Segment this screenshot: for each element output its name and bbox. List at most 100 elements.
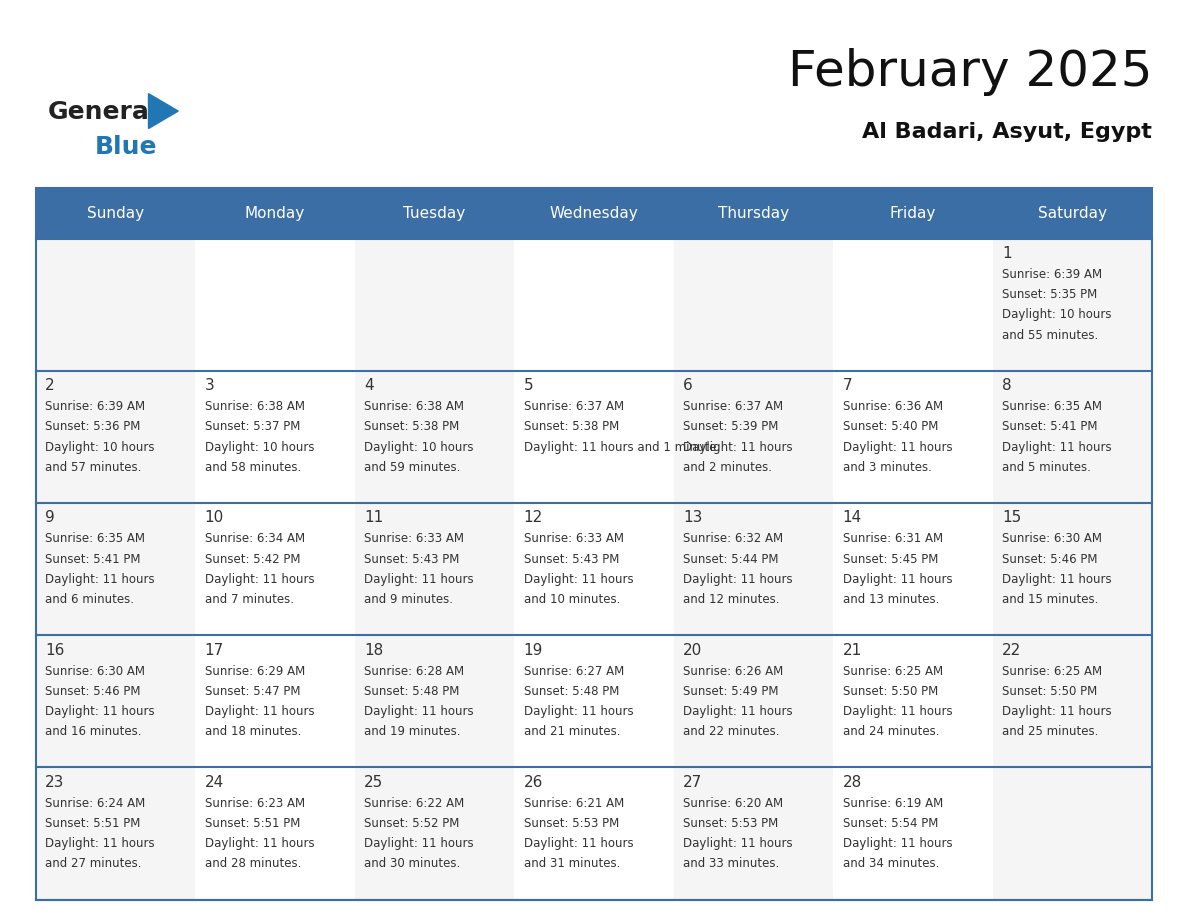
Text: Tuesday: Tuesday	[404, 206, 466, 221]
Text: and 55 minutes.: and 55 minutes.	[1003, 329, 1099, 341]
Text: 25: 25	[365, 775, 384, 789]
Text: Daylight: 11 hours: Daylight: 11 hours	[365, 705, 474, 718]
FancyBboxPatch shape	[36, 239, 195, 371]
Text: Sunset: 5:52 PM: Sunset: 5:52 PM	[365, 817, 460, 830]
Text: Sunset: 5:38 PM: Sunset: 5:38 PM	[524, 420, 619, 433]
Text: 3: 3	[204, 378, 214, 393]
Text: and 16 minutes.: and 16 minutes.	[45, 725, 141, 738]
Text: Daylight: 11 hours: Daylight: 11 hours	[45, 573, 154, 586]
Text: Sunday: Sunday	[87, 206, 144, 221]
FancyBboxPatch shape	[993, 371, 1152, 503]
Text: and 30 minutes.: and 30 minutes.	[365, 857, 461, 870]
FancyBboxPatch shape	[195, 767, 355, 900]
FancyBboxPatch shape	[36, 767, 195, 900]
Text: and 33 minutes.: and 33 minutes.	[683, 857, 779, 870]
Text: and 58 minutes.: and 58 minutes.	[204, 461, 301, 474]
Text: Daylight: 11 hours: Daylight: 11 hours	[842, 705, 953, 718]
Text: and 13 minutes.: and 13 minutes.	[842, 593, 940, 606]
Text: Daylight: 11 hours: Daylight: 11 hours	[683, 441, 792, 453]
Text: Sunrise: 6:20 AM: Sunrise: 6:20 AM	[683, 797, 783, 810]
Text: Sunrise: 6:27 AM: Sunrise: 6:27 AM	[524, 665, 624, 677]
FancyBboxPatch shape	[833, 503, 993, 635]
FancyBboxPatch shape	[833, 371, 993, 503]
Text: Sunrise: 6:33 AM: Sunrise: 6:33 AM	[365, 532, 465, 545]
FancyBboxPatch shape	[993, 188, 1152, 239]
FancyBboxPatch shape	[195, 503, 355, 635]
FancyBboxPatch shape	[833, 188, 993, 239]
Text: Sunset: 5:41 PM: Sunset: 5:41 PM	[1003, 420, 1098, 433]
FancyBboxPatch shape	[993, 239, 1152, 371]
Text: Sunrise: 6:28 AM: Sunrise: 6:28 AM	[365, 665, 465, 677]
Text: 23: 23	[45, 775, 64, 789]
Text: Daylight: 11 hours: Daylight: 11 hours	[524, 837, 633, 850]
Text: Sunset: 5:38 PM: Sunset: 5:38 PM	[365, 420, 460, 433]
Text: Sunset: 5:50 PM: Sunset: 5:50 PM	[1003, 685, 1098, 698]
Text: Daylight: 11 hours: Daylight: 11 hours	[204, 837, 315, 850]
Text: Daylight: 11 hours: Daylight: 11 hours	[1003, 705, 1112, 718]
Text: 26: 26	[524, 775, 543, 789]
Text: Sunset: 5:54 PM: Sunset: 5:54 PM	[842, 817, 939, 830]
FancyBboxPatch shape	[993, 767, 1152, 900]
Text: Daylight: 11 hours: Daylight: 11 hours	[842, 573, 953, 586]
Text: and 12 minutes.: and 12 minutes.	[683, 593, 779, 606]
Text: Daylight: 11 hours: Daylight: 11 hours	[365, 573, 474, 586]
Text: Sunset: 5:42 PM: Sunset: 5:42 PM	[204, 553, 301, 565]
Text: Daylight: 11 hours: Daylight: 11 hours	[204, 573, 315, 586]
Text: Daylight: 11 hours: Daylight: 11 hours	[842, 837, 953, 850]
Text: Sunrise: 6:38 AM: Sunrise: 6:38 AM	[204, 400, 304, 413]
Text: Daylight: 11 hours: Daylight: 11 hours	[1003, 441, 1112, 453]
Text: 17: 17	[204, 643, 223, 657]
Text: Saturday: Saturday	[1038, 206, 1107, 221]
FancyBboxPatch shape	[674, 635, 833, 767]
Text: Sunrise: 6:22 AM: Sunrise: 6:22 AM	[365, 797, 465, 810]
Text: Daylight: 11 hours: Daylight: 11 hours	[45, 705, 154, 718]
Text: Sunrise: 6:23 AM: Sunrise: 6:23 AM	[204, 797, 305, 810]
FancyBboxPatch shape	[195, 239, 355, 371]
Text: Sunset: 5:35 PM: Sunset: 5:35 PM	[1003, 288, 1098, 301]
Text: Daylight: 11 hours: Daylight: 11 hours	[204, 705, 315, 718]
FancyBboxPatch shape	[674, 767, 833, 900]
Text: 19: 19	[524, 643, 543, 657]
Text: Sunrise: 6:26 AM: Sunrise: 6:26 AM	[683, 665, 784, 677]
Text: 9: 9	[45, 510, 55, 525]
Text: Sunrise: 6:37 AM: Sunrise: 6:37 AM	[524, 400, 624, 413]
Text: and 15 minutes.: and 15 minutes.	[1003, 593, 1099, 606]
FancyBboxPatch shape	[514, 635, 674, 767]
Text: Daylight: 11 hours: Daylight: 11 hours	[683, 705, 792, 718]
Text: and 5 minutes.: and 5 minutes.	[1003, 461, 1092, 474]
FancyBboxPatch shape	[514, 503, 674, 635]
Text: and 25 minutes.: and 25 minutes.	[1003, 725, 1099, 738]
Text: 21: 21	[842, 643, 862, 657]
Text: February 2025: February 2025	[788, 49, 1152, 96]
Text: Sunrise: 6:29 AM: Sunrise: 6:29 AM	[204, 665, 305, 677]
Text: and 18 minutes.: and 18 minutes.	[204, 725, 301, 738]
Text: Sunset: 5:36 PM: Sunset: 5:36 PM	[45, 420, 140, 433]
FancyBboxPatch shape	[355, 239, 514, 371]
Text: Sunrise: 6:25 AM: Sunrise: 6:25 AM	[842, 665, 943, 677]
Text: 15: 15	[1003, 510, 1022, 525]
Text: and 59 minutes.: and 59 minutes.	[365, 461, 461, 474]
FancyBboxPatch shape	[833, 767, 993, 900]
Text: 10: 10	[204, 510, 223, 525]
Text: and 24 minutes.: and 24 minutes.	[842, 725, 940, 738]
Text: and 19 minutes.: and 19 minutes.	[365, 725, 461, 738]
Text: and 2 minutes.: and 2 minutes.	[683, 461, 772, 474]
Text: 28: 28	[842, 775, 862, 789]
Text: 5: 5	[524, 378, 533, 393]
Text: Sunset: 5:39 PM: Sunset: 5:39 PM	[683, 420, 778, 433]
Text: Sunrise: 6:39 AM: Sunrise: 6:39 AM	[45, 400, 145, 413]
FancyBboxPatch shape	[514, 188, 674, 239]
Text: Sunset: 5:46 PM: Sunset: 5:46 PM	[45, 685, 140, 698]
Text: 1: 1	[1003, 246, 1012, 261]
FancyBboxPatch shape	[355, 767, 514, 900]
Text: Sunset: 5:51 PM: Sunset: 5:51 PM	[45, 817, 140, 830]
Text: 13: 13	[683, 510, 702, 525]
FancyBboxPatch shape	[195, 635, 355, 767]
FancyBboxPatch shape	[833, 239, 993, 371]
Text: 24: 24	[204, 775, 223, 789]
Text: Sunrise: 6:24 AM: Sunrise: 6:24 AM	[45, 797, 145, 810]
Text: and 27 minutes.: and 27 minutes.	[45, 857, 141, 870]
Text: Daylight: 10 hours: Daylight: 10 hours	[1003, 308, 1112, 321]
Text: Sunset: 5:43 PM: Sunset: 5:43 PM	[365, 553, 460, 565]
Text: Sunrise: 6:39 AM: Sunrise: 6:39 AM	[1003, 268, 1102, 281]
